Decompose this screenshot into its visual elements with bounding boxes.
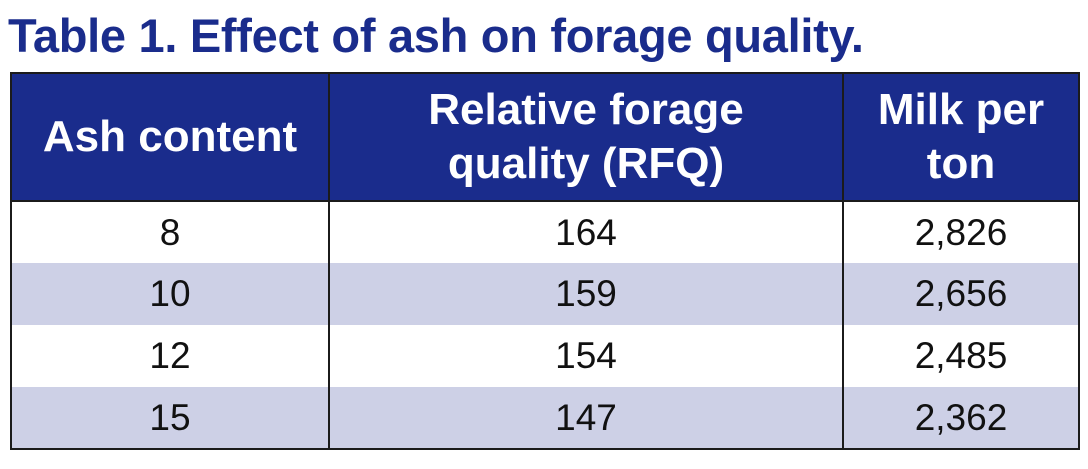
header-rfq-line1: Relative forage xyxy=(428,85,744,134)
cell-ash-content: 10 xyxy=(10,263,330,325)
cell-rfq: 147 xyxy=(328,387,844,450)
cell-rfq: 159 xyxy=(328,263,844,325)
cell-milk-per-ton: 2,826 xyxy=(842,201,1080,263)
cell-milk-per-ton: 2,485 xyxy=(842,325,1080,387)
header-relative-forage-quality: Relative forage quality (RFQ) xyxy=(328,72,844,202)
header-milk-per-ton: Milk per ton xyxy=(842,72,1080,202)
cell-ash-content: 12 xyxy=(10,325,330,387)
table-row: 12 154 2,485 xyxy=(10,325,1080,387)
cell-ash-content: 15 xyxy=(10,387,330,450)
header-rfq-line2: quality (RFQ) xyxy=(447,139,725,188)
header-milk-line1: Milk per xyxy=(877,85,1045,134)
table-row: 15 147 2,362 xyxy=(10,387,1080,450)
cell-rfq: 154 xyxy=(328,325,844,387)
header-milk-line2: ton xyxy=(926,139,996,188)
forage-quality-table: Ash content Relative forage quality (RFQ… xyxy=(10,72,1080,450)
header-row: Ash content Relative forage quality (RFQ… xyxy=(10,72,1080,202)
cell-ash-content: 8 xyxy=(10,201,330,263)
header-ash-content: Ash content xyxy=(10,72,330,202)
table-row: 8 164 2,826 xyxy=(10,201,1080,263)
table-row: 10 159 2,656 xyxy=(10,263,1080,325)
cell-milk-per-ton: 2,362 xyxy=(842,387,1080,450)
table-title: Table 1. Effect of ash on forage quality… xyxy=(8,9,864,62)
cell-rfq: 164 xyxy=(328,201,844,263)
cell-milk-per-ton: 2,656 xyxy=(842,263,1080,325)
header-ash-content-line1: Ash content xyxy=(42,112,298,161)
